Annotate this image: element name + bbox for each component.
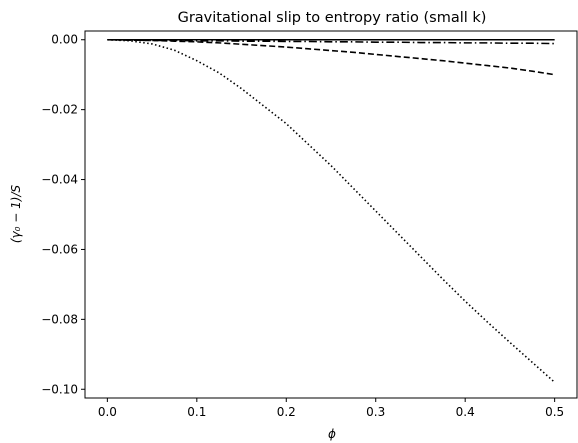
- y-axis-ticks: 0.00 −0.02 −0.04 −0.06 −0.08 −0.10: [41, 33, 85, 396]
- y-tick-label: −0.08: [41, 312, 78, 326]
- series-line-dashed: [107, 38, 555, 76]
- y-tick-label: −0.02: [41, 103, 78, 117]
- x-tick-label: 0.2: [277, 405, 296, 419]
- x-axis-ticks: 0.0 0.1 0.2 0.3 0.4 0.5: [98, 398, 564, 419]
- y-tick-label: −0.10: [41, 382, 78, 396]
- series-line-dotted: [107, 38, 556, 383]
- y-axis-label: (γ₀ − 1)/S: [9, 184, 23, 243]
- x-tick-label: 0.0: [98, 405, 117, 419]
- y-tick-label: 0.00: [51, 33, 78, 47]
- y-tick-label: −0.04: [41, 173, 78, 187]
- x-tick-label: 0.5: [545, 405, 564, 419]
- x-axis-label: ϕ: [328, 427, 336, 441]
- y-tick-label: −0.06: [41, 242, 78, 256]
- plot-frame: [84, 30, 578, 399]
- series-line-dashdot: [107, 38, 555, 45]
- chart-title: Gravitational slip to entropy ratio (sma…: [178, 10, 487, 26]
- x-tick-label: 0.4: [456, 405, 475, 419]
- series-layer: [107, 38, 556, 383]
- x-tick-label: 0.3: [366, 405, 385, 419]
- x-tick-label: 0.1: [187, 405, 206, 419]
